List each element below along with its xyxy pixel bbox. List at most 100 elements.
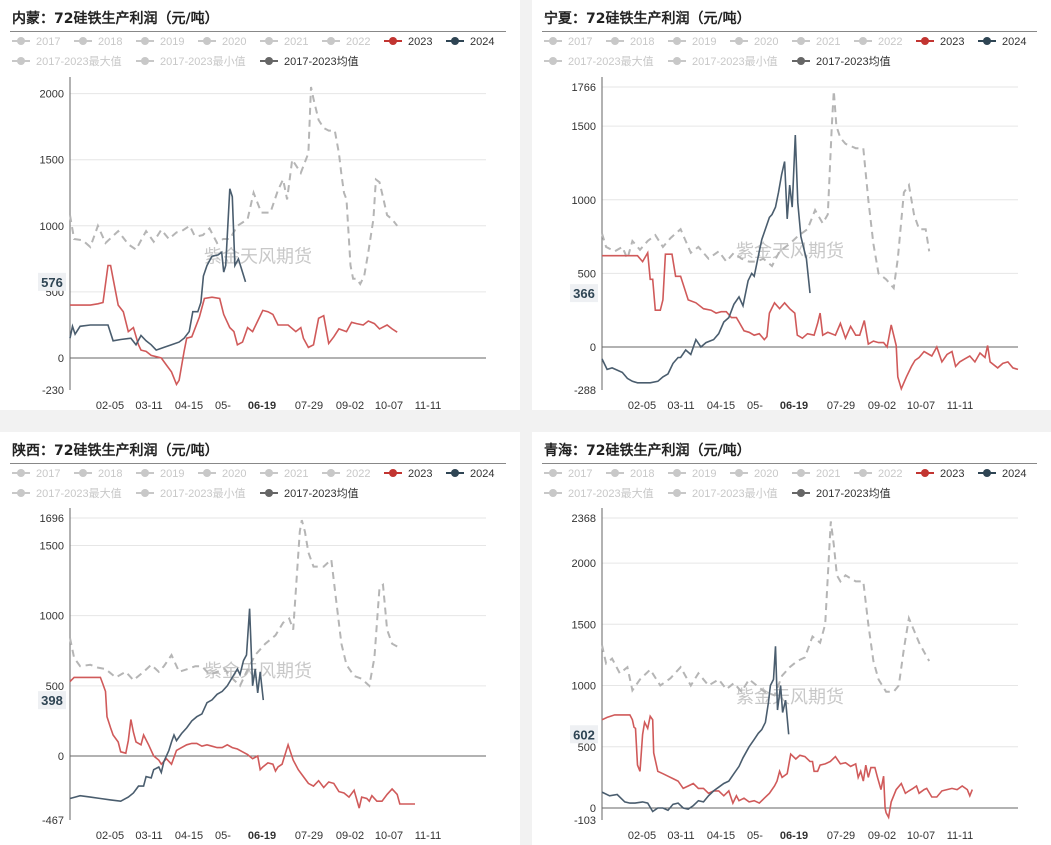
legend-item-2017-2023均值[interactable]: 2017-2023均值 [260,55,359,68]
series-line-2023 [70,264,398,387]
legend-item-2017[interactable]: 2017 [12,36,60,48]
x-tick-label: 04-15 [707,400,735,410]
svg-text:2017-2023均值: 2017-2023均值 [816,55,891,68]
y-tick-label: 0 [590,342,596,354]
y-tick-label: -103 [574,815,596,827]
watermark: 紫金天风期货 [204,247,312,268]
x-tick-label: 09-02 [868,830,896,842]
svg-text:2017-2023均值: 2017-2023均值 [816,487,891,500]
legend-item-2023[interactable]: 2023 [916,468,964,480]
legend-item-2017-2023均值[interactable]: 2017-2023均值 [792,487,891,500]
x-tick-label: 07-29 [827,830,855,842]
svg-text:2017-2023最小值: 2017-2023最小值 [692,487,778,500]
legend-item-2021[interactable]: 2021 [260,36,308,48]
legend-item-2023[interactable]: 2023 [384,468,432,480]
legend-item-2021[interactable]: 2021 [260,468,308,480]
x-tick-label: 02-05 [96,400,124,410]
current-value-badge [38,272,66,291]
legend-item-2018[interactable]: 2018 [606,36,654,48]
svg-text:2018: 2018 [98,468,122,480]
legend-item-2018[interactable]: 2018 [74,468,122,480]
x-tick-label: 09-02 [336,830,364,842]
legend-item-2017-2023最大值[interactable]: 2017-2023最大值 [544,54,654,68]
legend-item-2024[interactable]: 2024 [446,468,494,480]
legend-item-2020[interactable]: 2020 [198,36,246,48]
legend-item-2024[interactable]: 2024 [978,468,1026,480]
legend-item-2023[interactable]: 2023 [384,36,432,48]
legend-item-2019[interactable]: 2019 [136,468,184,480]
legend-item-2017-2023最大值[interactable]: 2017-2023最大值 [12,486,122,500]
legend-item-2022[interactable]: 2022 [322,468,370,480]
chart-svg: 2017 2018 2019 2020 2021 2022 2023 2024 2017-202… [544,36,1026,410]
x-tick-label: 11-11 [947,400,974,410]
x-tick-label: 04-15 [175,400,203,410]
legend-item-2022[interactable]: 2022 [854,36,902,48]
legend-item-2023[interactable]: 2023 [916,36,964,48]
legend-item-2017-2023最大值[interactable]: 2017-2023最大值 [12,54,122,68]
svg-text:2020: 2020 [754,36,778,48]
x-tick-label: 03-11 [135,400,162,410]
chart-panel-qinghai: 青海：72硅铁生产利润（元/吨） 2017 2018 2019 2020 2021 202… [532,432,1051,845]
y-tick-label: 2368 [572,513,596,525]
legend-item-2024[interactable]: 2024 [978,36,1026,48]
watermark: 紫金天风期货 [204,661,312,682]
series-line-2023 [601,714,974,820]
legend-item-2020[interactable]: 2020 [730,468,778,480]
legend-item-2017-2023均值[interactable]: 2017-2023均值 [792,55,891,68]
x-tick-label: 02-05 [96,830,124,842]
legend-item-2017[interactable]: 2017 [544,468,592,480]
svg-text:2023: 2023 [408,468,432,480]
legend-item-2017-2023最小值[interactable]: 2017-2023最小值 [668,487,778,500]
legend-item-2017-2023最大值[interactable]: 2017-2023最大值 [544,486,654,500]
svg-text:2017-2023均值: 2017-2023均值 [284,55,359,68]
legend-item-2018[interactable]: 2018 [606,468,654,480]
legend-item-2024[interactable]: 2024 [446,36,494,48]
legend-item-2017-2023最小值[interactable]: 2017-2023最小值 [136,487,246,500]
svg-text:2022: 2022 [346,36,370,48]
svg-text:2017-2023最大值: 2017-2023最大值 [36,486,122,500]
y-tick-label: 1500 [572,121,596,133]
legend-item-2017-2023均值[interactable]: 2017-2023均值 [260,487,359,500]
x-tick-label: 11-11 [947,830,974,842]
series-line-2024 [69,608,265,803]
y-tick-label: 1500 [572,619,596,631]
legend-item-2017-2023最小值[interactable]: 2017-2023最小值 [136,55,246,68]
y-tick-label: 500 [46,681,64,693]
current-value-badge [570,284,598,303]
x-tick-label: 09-02 [868,400,896,410]
svg-text:2017-2023均值: 2017-2023均值 [284,487,359,500]
current-value-label: 576 [41,275,63,290]
x-tick-label: 06-19 [780,400,808,410]
y-tick-label: 1000 [40,221,64,233]
chart-panel-neimeng: 内蒙：72硅铁生产利润（元/吨） 2017 2018 2019 2020 2021 202… [0,0,520,410]
legend-item-2021[interactable]: 2021 [792,36,840,48]
x-tick-label: 04-15 [707,830,735,842]
x-tick-label: 07-29 [295,830,323,842]
legend-item-2018[interactable]: 2018 [74,36,122,48]
legend-item-2022[interactable]: 2022 [322,36,370,48]
legend-item-2021[interactable]: 2021 [792,468,840,480]
legend-item-2017[interactable]: 2017 [544,36,592,48]
svg-text:2023: 2023 [408,36,432,48]
legend-item-2019[interactable]: 2019 [668,36,716,48]
y-tick-label: 500 [578,268,596,280]
x-tick-label: 10-07 [375,400,403,410]
legend-item-2017-2023最小值[interactable]: 2017-2023最小值 [668,55,778,68]
x-tick-label: 05- [215,830,231,842]
svg-text:2024: 2024 [470,36,494,48]
legend-item-2020[interactable]: 2020 [730,36,778,48]
title-divider [542,31,1037,32]
svg-text:2019: 2019 [692,36,716,48]
legend-item-2022[interactable]: 2022 [854,468,902,480]
y-tick-label: 1766 [572,82,596,94]
y-tick-label: 1696 [40,513,64,525]
svg-text:2021: 2021 [816,36,840,48]
legend-item-2019[interactable]: 2019 [668,468,716,480]
current-value-badge [38,691,66,710]
legend-item-2017[interactable]: 2017 [12,468,60,480]
x-tick-label: 06-19 [248,400,276,410]
x-tick-label: 03-11 [667,400,694,410]
y-tick-label: 500 [578,742,596,754]
legend-item-2020[interactable]: 2020 [198,468,246,480]
legend-item-2019[interactable]: 2019 [136,36,184,48]
